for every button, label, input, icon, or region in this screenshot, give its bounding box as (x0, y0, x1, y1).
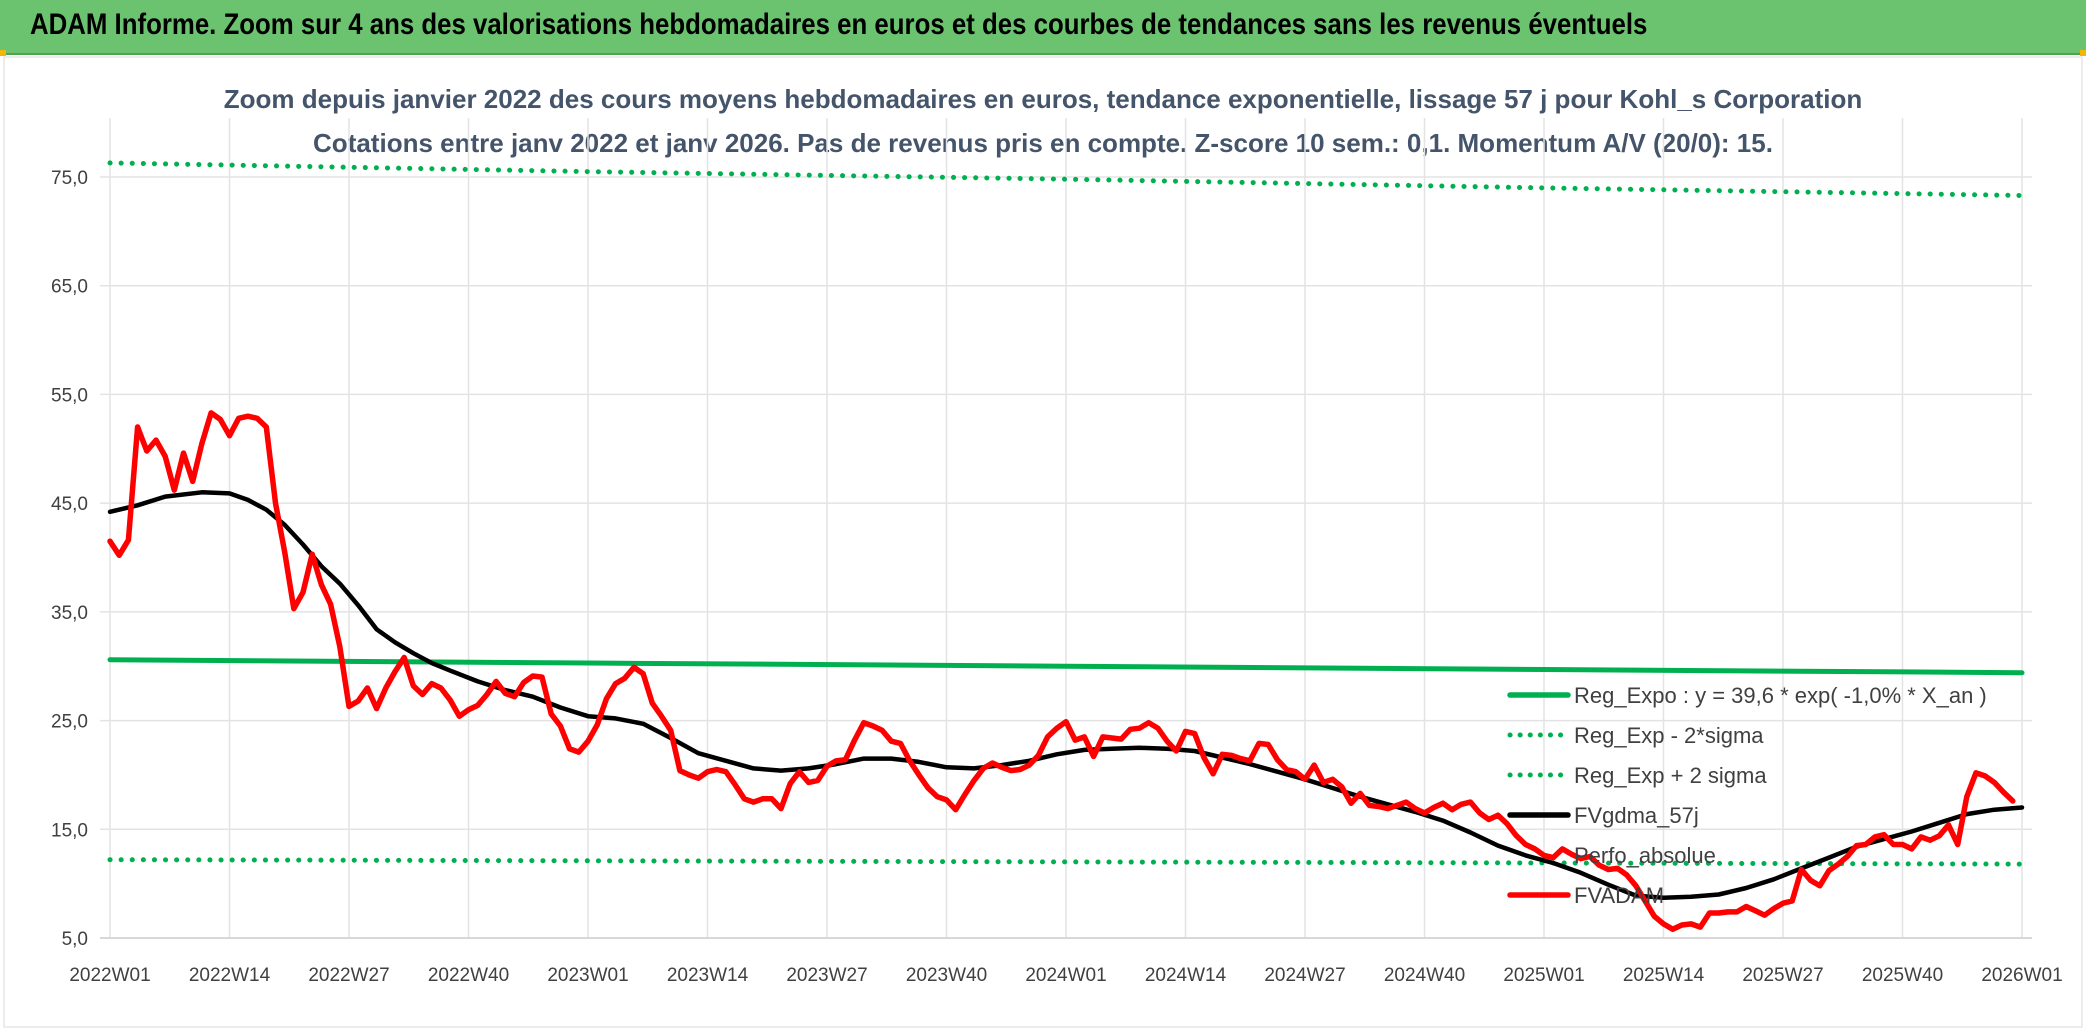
y-tick-label: 5,0 (62, 929, 88, 950)
x-tick-label: 2023W14 (667, 965, 749, 986)
series-line-5 (107, 410, 2016, 933)
y-tick-label: 25,0 (51, 712, 88, 733)
series-lines (107, 160, 2025, 933)
x-tick-label: 2024W01 (1025, 965, 1106, 986)
y-tick-label: 35,0 (51, 603, 88, 624)
legend-entry-label: Reg_Exp - 2*sigma (1574, 723, 1764, 748)
x-tick-label: 2022W14 (189, 965, 271, 986)
x-tick-label: 2024W14 (1145, 965, 1227, 986)
corner-marker-right (2080, 50, 2086, 56)
x-tick-label: 2023W27 (786, 965, 867, 986)
series-line-2 (107, 160, 2025, 198)
x-tick-label: 2024W27 (1264, 965, 1345, 986)
x-tick-label: 2023W01 (547, 965, 628, 986)
axes: 5,0 15,0 25,0 35,0 45,0 55,0 65,0 75,0 2022W01 20… (51, 168, 2063, 986)
y-tick-label: 45,0 (51, 494, 88, 515)
plot-frame (3, 56, 2083, 1028)
report-banner: ADAM Informe. Zoom sur 4 ans des valoris… (0, 0, 2086, 55)
legend: Reg_Expo : y = 39,6 * exp( -1,0% * X_an … (1507, 683, 1987, 908)
chart-subtitle: Cotations entre janv 2022 et janv 2026. … (313, 128, 1773, 158)
legend-entry-label: FVgdma_57j (1574, 803, 1699, 828)
x-tick-label: 2022W27 (308, 965, 389, 986)
y-tick-label: 65,0 (51, 277, 88, 298)
x-tick-label: 2026W01 (1981, 965, 2062, 986)
legend-entry-label: Perfo_absolue (1574, 843, 1716, 868)
legend-entry-label: Reg_Exp + 2 sigma (1574, 763, 1767, 788)
x-tick-label: 2025W01 (1503, 965, 1584, 986)
legend-entry-label: Reg_Expo : y = 39,6 * exp( -1,0% * X_an … (1574, 683, 1987, 708)
legend-entry-label: FVADAM (1574, 883, 1664, 908)
x-tick-label: 2025W27 (1742, 965, 1823, 986)
corner-marker-left (0, 50, 6, 56)
x-tick-label: 2025W14 (1623, 965, 1705, 986)
y-tick-label: 55,0 (51, 385, 88, 406)
y-tick-label: 75,0 (51, 168, 88, 189)
x-tick-label: 2025W40 (1862, 965, 1943, 986)
y-tick-label: 15,0 (51, 820, 88, 841)
report-title: ADAM Informe. Zoom sur 4 ans des valoris… (30, 8, 1648, 41)
series-line-3 (107, 490, 2025, 901)
chart-title: Zoom depuis janvier 2022 des cours moyen… (224, 84, 1862, 114)
grid (100, 118, 2032, 939)
x-tick-label: 2023W40 (906, 965, 987, 986)
x-tick-label: 2022W01 (69, 965, 150, 986)
series-line-1 (107, 857, 2025, 867)
x-tick-label: 2022W40 (428, 965, 509, 986)
x-tick-label: 2024W40 (1384, 965, 1465, 986)
